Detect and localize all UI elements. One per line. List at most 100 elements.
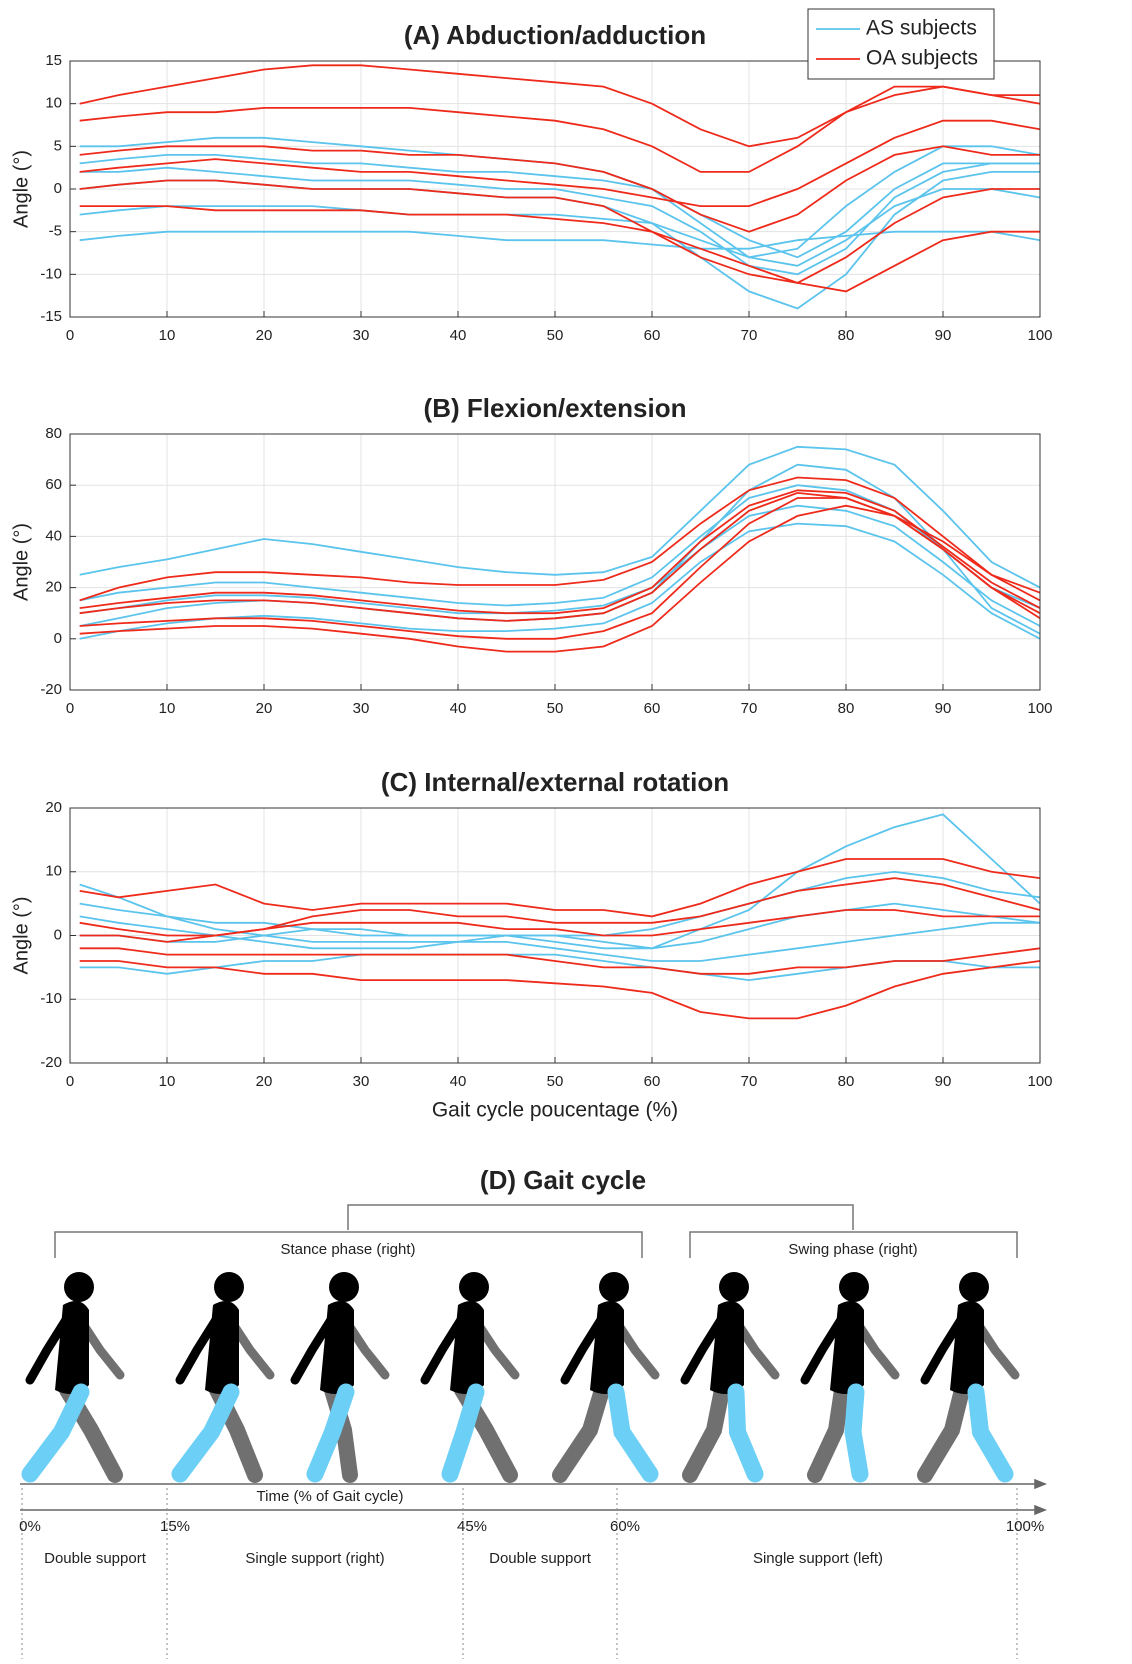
x-axis-label: Gait cycle poucentage (%) [432,1099,678,1122]
subject-line [79,154,1040,259]
x-tick-label: 80 [838,700,855,717]
right-leg [441,1383,485,1483]
time-mark: 15% [160,1518,190,1535]
x-tick-label: 90 [935,327,952,344]
subject-line [79,162,1040,276]
right-leg [844,1383,869,1483]
x-tick-label: 80 [838,1073,855,1090]
x-tick-label: 30 [353,327,370,344]
legend-box [807,8,995,80]
front-arm [25,1310,74,1385]
subject-line [79,230,1041,250]
y-tick-label: 10 [45,95,62,112]
x-tick-label: 100 [1027,1073,1052,1090]
subject-line [79,205,1040,293]
front-arm [290,1310,339,1385]
time-mark: 100% [1006,1518,1044,1535]
x-tick-label: 60 [644,1073,661,1090]
head [599,1272,629,1302]
y-tick-label: -10 [40,990,62,1007]
walking-figure [917,1272,1020,1483]
x-tick-label: 40 [450,1073,467,1090]
x-tick-label: 30 [353,700,370,717]
y-tick-label: 15 [45,52,62,69]
head [719,1272,749,1302]
y-axis-label: Angle (°) [10,523,32,601]
x-tick-label: 0 [66,327,74,344]
right-leg [171,1383,240,1483]
y-tick-label: 0 [54,180,62,197]
x-tick-label: 20 [256,327,273,344]
x-tick-label: 80 [838,327,855,344]
y-tick-label: -15 [40,308,62,325]
subject-line [79,476,1041,602]
front-arm [560,1310,609,1385]
period-label: Double support [489,1550,592,1567]
walking-figure [290,1272,390,1483]
subject-line [79,902,1041,950]
x-tick-label: 70 [741,1073,758,1090]
x-tick-label: 20 [256,1073,273,1090]
bracket [54,1231,643,1258]
right-leg [727,1383,764,1483]
subject-line [79,188,1041,267]
y-tick-label: 0 [54,926,62,943]
period-label: Single support (right) [245,1550,384,1567]
head [329,1272,359,1302]
left-leg [807,1382,850,1483]
x-tick-label: 100 [1027,327,1052,344]
y-axis-label: Angle (°) [10,150,32,228]
y-tick-label: 0 [54,630,62,647]
front-arm [800,1310,849,1385]
x-tick-label: 0 [66,700,74,717]
chart-title: (C) Internal/external rotation [381,767,729,797]
chart-title: (A) Abduction/adduction [404,20,706,50]
front-arm [920,1310,969,1385]
arrow-head [1034,1478,1048,1490]
x-tick-label: 60 [644,327,661,344]
y-tick-label: -20 [40,681,62,698]
bracket [347,1204,854,1230]
legend-label: OA subjects [866,47,978,70]
head [214,1272,244,1302]
subject-line [79,64,1040,148]
period-dividers [21,1488,1018,1659]
time-mark: 60% [610,1518,640,1535]
subject-line [79,953,1040,982]
walking-figure [800,1272,900,1483]
x-tick-label: 40 [450,327,467,344]
x-tick-label: 10 [159,1073,176,1090]
y-tick-label: -5 [49,223,62,240]
head [64,1272,94,1302]
subject-line [79,489,1041,615]
x-tick-label: 100 [1027,700,1052,717]
subject-line [79,445,1041,589]
y-tick-label: 80 [45,425,62,442]
subject-line [79,85,1041,173]
subject-line [79,504,1041,627]
x-tick-label: 50 [547,700,564,717]
time-axis-label: Time (% of Gait cycle) [257,1488,404,1505]
x-tick-label: 60 [644,700,661,717]
y-tick-label: -10 [40,265,62,282]
phase-brackets [54,1204,1018,1258]
right-leg [607,1383,659,1483]
head [959,1272,989,1302]
walking-figure [21,1272,125,1483]
x-tick-label: 0 [66,1073,74,1090]
diagram-title: (D) Gait cycle [480,1165,646,1195]
left-leg [682,1382,730,1483]
subject-line [79,947,1041,975]
walking-figure [171,1272,275,1483]
subject-line [79,119,1041,207]
plot-frame [69,807,1041,1064]
front-arm [680,1310,729,1385]
y-tick-label: 20 [45,579,62,596]
x-tick-label: 50 [547,327,564,344]
front-arm [175,1310,224,1385]
right-leg [967,1383,1014,1483]
x-tick-label: 70 [741,700,758,717]
left-leg [552,1382,610,1483]
